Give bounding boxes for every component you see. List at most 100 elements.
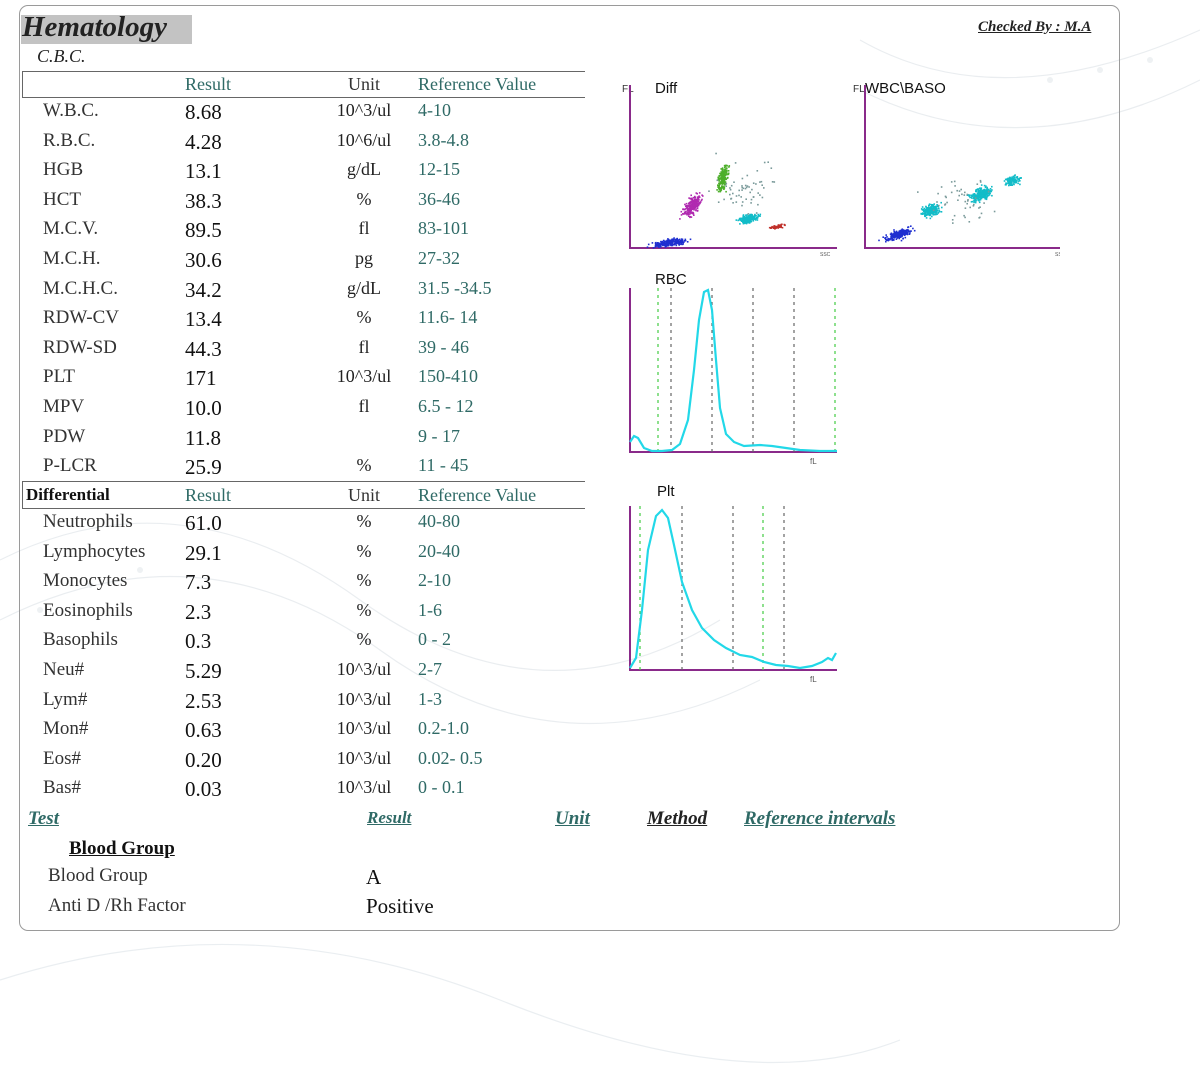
granulocyte-point: [976, 194, 979, 197]
neutrophil-point: [691, 200, 693, 203]
wbc-baso-plot-label: WBC\BASO: [865, 80, 946, 97]
granulocyte-point: [940, 201, 942, 204]
eosinophil-point: [725, 173, 727, 176]
noise-point: [976, 183, 979, 185]
lymphocyte-point: [899, 235, 901, 237]
noise-point: [917, 191, 919, 193]
diff-scatterplot: FL Diff SSC: [622, 80, 837, 258]
lymphocyte-point: [910, 230, 912, 232]
granulocyte-point: [935, 208, 938, 210]
noise-point: [964, 207, 967, 209]
granulocyte-point: [968, 195, 970, 197]
lymphocyte-point: [900, 236, 902, 238]
neutrophil-point: [689, 213, 691, 215]
lymphocyte-point: [683, 241, 685, 243]
granulocyte-point: [967, 194, 970, 196]
diff-row-reference: 0.2-1.0: [418, 718, 469, 739]
neutrophil-point: [693, 209, 695, 211]
neutrophil-point: [696, 196, 699, 198]
diff-row-unit: 10^3/ul: [336, 777, 392, 798]
lymphocyte-point: [655, 243, 657, 245]
lymphocyte-point: [895, 231, 898, 234]
granulocyte-point: [977, 193, 979, 195]
granulocyte-point: [934, 205, 937, 208]
granulocyte-point: [939, 210, 941, 213]
granulocyte-point: [985, 196, 988, 199]
lymphocyte-point: [661, 240, 664, 243]
cbc-row-reference: 9 - 17: [418, 425, 460, 446]
granulocyte-point: [1011, 180, 1013, 183]
granulocyte-point: [986, 192, 989, 194]
noise-point: [968, 221, 971, 223]
rh-factor-result: Positive: [366, 894, 434, 918]
lymphocyte-point: [656, 245, 659, 247]
lymphocyte-point: [681, 241, 684, 243]
noise-point: [961, 193, 963, 196]
lymphocyte-point: [889, 238, 892, 240]
granulocyte-point: [982, 194, 985, 196]
granulocyte-point: [1009, 184, 1011, 186]
wbc-baso-side-label: FL: [853, 84, 865, 95]
basophil-point: [774, 225, 776, 228]
neutrophil-point: [690, 201, 692, 204]
monocyte-point: [742, 214, 745, 216]
neutrophil-point: [692, 196, 695, 199]
noise-point: [746, 185, 749, 187]
neutrophil-point: [689, 197, 691, 200]
granulocyte-point: [1016, 180, 1018, 182]
lymphocyte-point: [678, 244, 680, 246]
monocyte-point: [735, 219, 738, 221]
lymphocyte-point: [679, 241, 681, 243]
monocyte-point: [739, 217, 742, 220]
cbc-row-reference: 36-46: [418, 188, 460, 209]
diff-header-reference: Reference Value: [418, 485, 537, 505]
monocyte-point: [758, 215, 760, 217]
monocyte-point: [744, 219, 747, 222]
eosinophil-point: [725, 170, 728, 172]
neutrophil-point: [693, 198, 696, 200]
granulocyte-point: [1019, 183, 1021, 186]
basophil-point: [777, 224, 780, 226]
cbc-row-reference: 39 - 46: [418, 336, 469, 357]
granulocyte-point: [932, 207, 934, 209]
granulocyte-point: [1017, 182, 1019, 185]
monocyte-point: [744, 217, 746, 219]
lymphocyte-point: [890, 237, 893, 240]
neutrophil-point: [687, 215, 690, 217]
granulocyte-point: [978, 191, 981, 194]
granulocyte-point: [938, 207, 940, 210]
granulocyte-point: [979, 187, 981, 189]
lymphocyte-point: [900, 234, 902, 237]
neutrophil-point: [684, 211, 687, 213]
granulocyte-point: [977, 192, 979, 195]
neutrophil-point: [702, 195, 704, 197]
monocyte-point: [742, 222, 745, 225]
granulocyte-point: [934, 207, 936, 210]
rbc-histogram: RBC fL: [629, 271, 837, 466]
lymphocyte-point: [666, 242, 668, 245]
granulocyte-point: [973, 193, 976, 195]
granulocyte-point: [924, 210, 927, 213]
lymphocyte-point: [671, 242, 674, 245]
diff-plot-label: Diff: [655, 80, 678, 97]
lymphocyte-point: [904, 231, 907, 233]
granulocyte-point: [1007, 179, 1010, 182]
eosinophil-point: [725, 190, 727, 193]
granulocyte-point: [986, 195, 989, 197]
noise-point: [767, 161, 769, 163]
lymphocyte-point: [667, 241, 669, 244]
noise-point: [946, 201, 948, 204]
lymphocyte-point: [898, 230, 900, 233]
cbc-row-result: 13.1: [185, 159, 222, 184]
eosinophil-point: [719, 181, 722, 184]
cbc-row-name: M.C.H.: [43, 248, 101, 269]
neutrophil-point: [683, 213, 686, 215]
lymphocyte-point: [682, 243, 684, 245]
granulocyte-point: [984, 189, 986, 192]
cbc-row-reference: 3.8-4.8: [418, 129, 469, 150]
lymphocyte-point: [669, 239, 671, 242]
diff-row-reference: 0.02- 0.5: [418, 747, 483, 768]
monocyte-point: [747, 217, 749, 220]
monocyte-point: [738, 219, 741, 221]
